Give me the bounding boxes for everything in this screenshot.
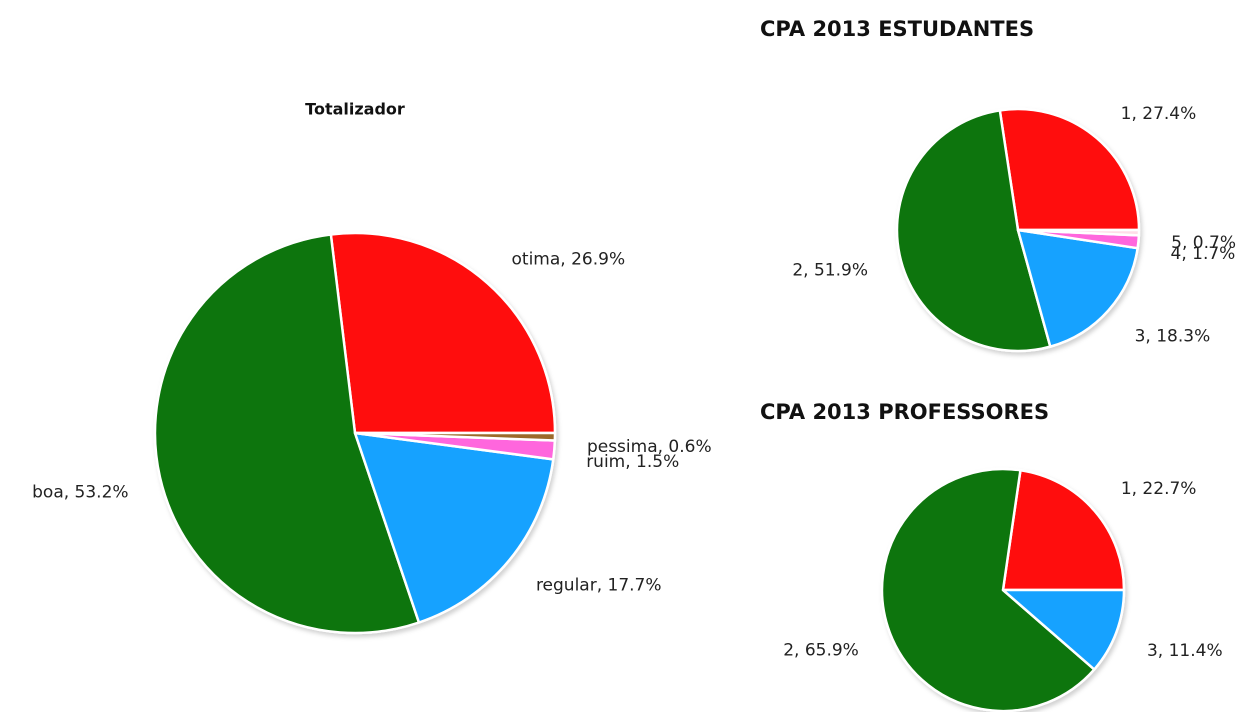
pie-slice	[353, 431, 557, 442]
data-label: regular, 17.7%	[536, 575, 662, 595]
chart: Totalizador otima, 26.9% boa, 53.2% regular…	[32, 100, 712, 635]
data-label: otima, 26.9%	[512, 249, 626, 269]
data-label: 5, 0.7%	[1171, 233, 1236, 253]
chart-title: CPA 2013 ESTUDANTES	[760, 17, 1034, 41]
pie-slice	[880, 467, 1096, 712]
pie-slice	[353, 431, 555, 624]
pie-slice	[1016, 228, 1141, 237]
chart-title: CPA 2013 PROFESSORES	[760, 400, 1049, 424]
data-label: ruim, 1.5%	[586, 452, 679, 472]
pie	[895, 107, 1141, 353]
data-label: 1, 22.7%	[1121, 479, 1197, 499]
data-label: 3, 18.3%	[1135, 326, 1211, 346]
data-label: 2, 51.9%	[792, 260, 868, 280]
chart: CPA 2013 ESTUDANTES 1, 27.4% 2, 51.9% 3, 18…	[760, 17, 1236, 353]
pie	[153, 231, 557, 635]
pie-slice	[1016, 228, 1139, 348]
data-label: pessima, 0.6%	[587, 437, 712, 457]
pie-slice	[329, 231, 557, 435]
data-label: 3, 11.4%	[1147, 641, 1223, 661]
pie-slice	[895, 109, 1052, 353]
data-label: 2, 65.9%	[783, 640, 859, 660]
pie-slice	[998, 107, 1141, 232]
pie-slice	[153, 233, 421, 635]
data-label: boa, 53.2%	[32, 483, 128, 503]
pie-slice	[1001, 588, 1126, 671]
chart-title: Totalizador	[305, 100, 405, 119]
pie	[880, 467, 1126, 712]
chart: CPA 2013 PROFESSORES 1, 22.7% 2, 65.9% 3, 1…	[760, 400, 1223, 712]
pie-slice	[1001, 469, 1126, 592]
data-label: 4, 1.7%	[1171, 244, 1236, 264]
data-label: 1, 27.4%	[1121, 104, 1197, 124]
